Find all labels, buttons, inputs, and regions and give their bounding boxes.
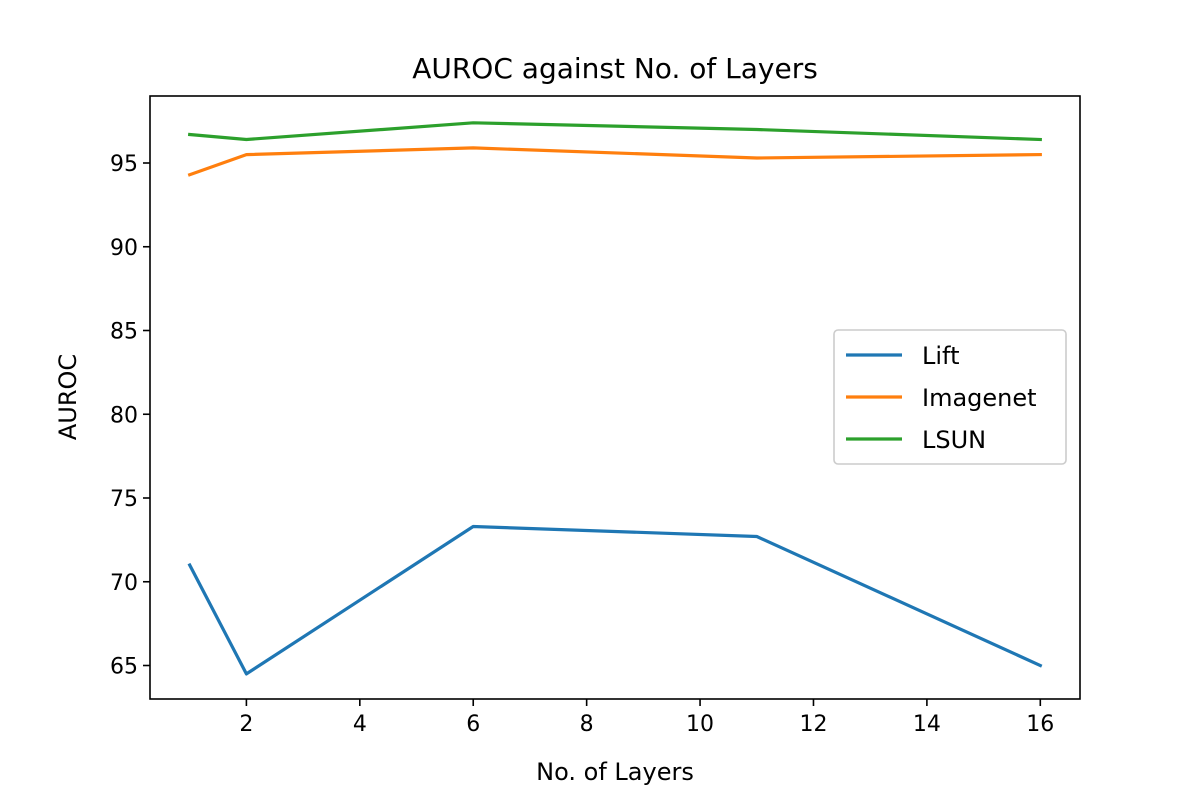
legend-label-lift: Lift: [922, 342, 959, 370]
legend: Lift Imagenet LSUN: [833, 329, 1067, 465]
series-layer: [187, 121, 1043, 676]
x-tick-label: 14: [913, 712, 941, 737]
x-axis-label: No. of Layers: [536, 758, 694, 786]
series-line-imagenet: [187, 146, 1042, 177]
x-tick-label: 8: [580, 712, 594, 737]
y-tick-label: 85: [110, 320, 138, 345]
x-axis: 2 4 6 8 10 12 14 16: [239, 699, 1054, 737]
series-line-lift: [187, 524, 1043, 676]
y-tick-label: 95: [110, 152, 138, 177]
x-tick-label: 16: [1026, 712, 1054, 737]
y-axis: 65 70 75 80 85 90 95: [110, 152, 150, 680]
legend-label-lsun: LSUN: [922, 426, 986, 454]
plot-area-frame: [149, 95, 1081, 700]
y-tick-label: 80: [110, 403, 138, 428]
x-tick-label: 12: [799, 712, 827, 737]
y-tick-label: 75: [110, 487, 138, 512]
x-tick-label: 10: [686, 712, 714, 737]
chart-title: AUROC against No. of Layers: [412, 52, 818, 85]
y-tick-label: 70: [110, 571, 138, 596]
legend-label-imagenet: Imagenet: [922, 384, 1037, 412]
legend-box: [833, 329, 1067, 465]
series-line-lsun: [187, 121, 1042, 142]
y-tick-label: 90: [110, 236, 138, 261]
x-tick-label: 4: [353, 712, 367, 737]
x-tick-label: 2: [239, 712, 253, 737]
x-tick-label: 6: [466, 712, 480, 737]
y-axis-label: AUROC: [54, 354, 82, 440]
y-tick-label: 65: [110, 655, 138, 680]
